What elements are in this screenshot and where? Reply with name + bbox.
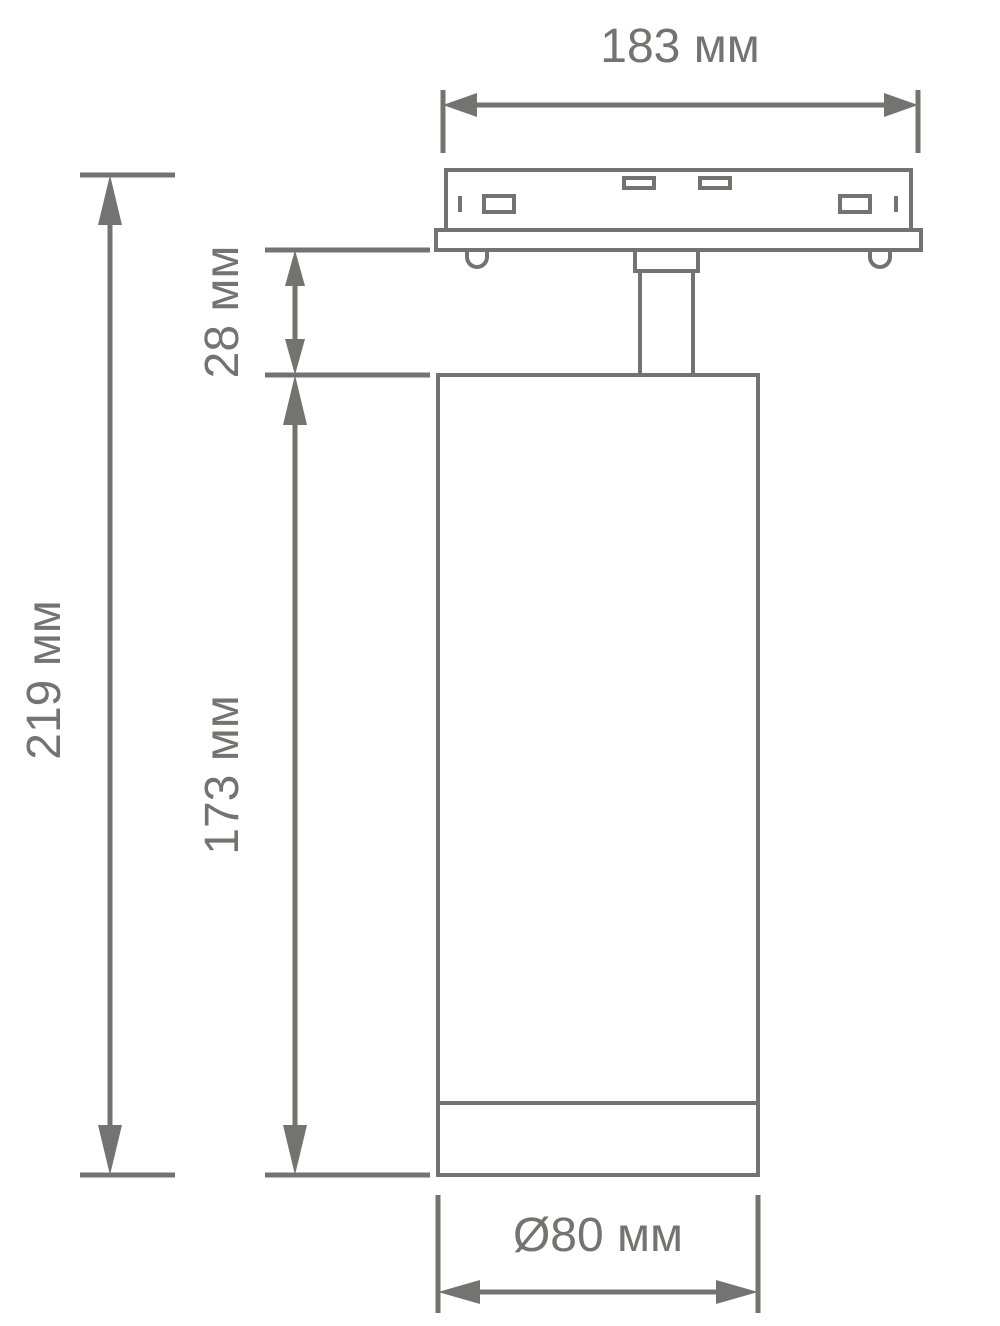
dim-height-body: 173 мм xyxy=(196,375,430,1175)
adapter-wheel-left xyxy=(467,250,487,267)
dim-height-total: 219 мм xyxy=(18,175,175,1175)
adapter-slot xyxy=(624,178,654,188)
technical-drawing: 183 мм 219 мм 28 мм 173 мм Ø80 мм xyxy=(0,0,1000,1326)
dim-diameter: Ø80 мм xyxy=(438,1195,758,1313)
body xyxy=(438,375,758,1175)
dim-label: 219 мм xyxy=(18,600,71,759)
adapter-slot xyxy=(700,178,730,188)
adapter-wheel-right xyxy=(870,250,890,267)
dim-label: 28 мм xyxy=(196,246,249,379)
dim-width-top: 183 мм xyxy=(443,20,918,153)
stem xyxy=(635,250,698,375)
dim-label: 173 мм xyxy=(196,695,249,854)
adapter-slot xyxy=(840,196,870,212)
adapter-slot xyxy=(484,196,514,212)
dim-label: Ø80 мм xyxy=(513,1209,683,1262)
dim-height-stem: 28 мм xyxy=(196,246,430,379)
adapter-lip xyxy=(436,230,921,250)
dim-label: 183 мм xyxy=(600,20,759,73)
